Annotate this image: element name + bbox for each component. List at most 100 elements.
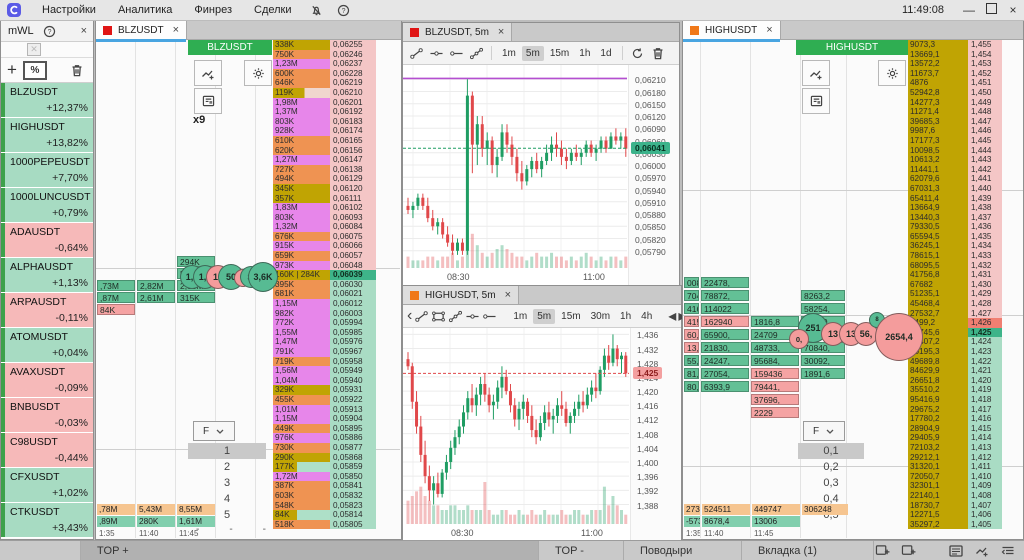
ladder-volume-cell[interactable]: 72103,2 [908,442,968,453]
ladder-price-cell[interactable]: 1,450 [968,87,1002,98]
ladder-price-cell[interactable]: 1,405 [968,519,1002,530]
ladder-price-cell[interactable]: 1,432 [968,260,1002,271]
ladder-price-cell[interactable]: 0,05832 [330,490,376,501]
filter-option[interactable]: 5 [223,509,231,521]
ladder-price-cell[interactable]: 0,06255 [330,40,376,50]
ladder-price-cell[interactable]: 0,05958 [330,356,376,367]
ladder-volume-cell[interactable]: 35510,2 [908,385,968,395]
watchlist-checkbox-icon[interactable]: ✕ [27,43,41,56]
notifications-muted-icon[interactable] [309,3,324,18]
ladder-volume-cell[interactable]: 455K [273,394,330,405]
filter-option[interactable]: 0,4 [823,493,839,505]
maximize-button[interactable] [980,3,1002,17]
horizontal-line-tool-icon[interactable] [465,308,480,324]
watchlist-help-icon[interactable]: ? [42,24,57,39]
ladder-price-cell[interactable]: 0,05841 [330,481,376,491]
ladder-price-cell[interactable]: 1,455 [968,40,1002,50]
ladder-price-cell[interactable]: 1,449 [968,97,1002,108]
ladder-volume-cell[interactable]: 610K [273,135,330,146]
watchlist-item[interactable]: ALPHAUSDT +1,13% [1,258,93,293]
ladder-volume-cell[interactable]: 1,56M [273,366,330,376]
ladder-volume-cell[interactable]: 730K [273,442,330,453]
chart1-canvas[interactable]: 0,06210 0,06180 0,06150 0,06120 0,06090 0,060… [403,65,679,286]
watchlist-item[interactable]: 1000PEPEUSDT +7,70% [1,153,93,188]
ladder-price-cell[interactable]: 1,422 [968,356,1002,367]
ladder-price-cell[interactable]: 1,417 [968,404,1002,415]
ladder-price-cell[interactable]: 1,425 [968,327,1002,338]
polyline-tool-icon[interactable] [467,45,485,61]
timeframe-button-5m[interactable]: 5m [533,308,556,324]
minimize-button[interactable]: — [963,3,975,17]
timeframe-button-30m[interactable]: 30m [590,310,611,322]
ladder-price-cell[interactable]: 1,429 [968,289,1002,300]
watchlist-item[interactable]: ARPAUSDT -0,11% [1,293,93,328]
ladder-volume-cell[interactable]: 1,83M [273,203,330,213]
filter-option[interactable]: 2 [223,461,231,473]
ladder-price-cell[interactable]: 0,05976 [330,337,376,347]
watchlist-close-icon[interactable]: × [80,25,87,37]
ladder-volume-cell[interactable]: 22745,6 [908,327,968,338]
ladder-price-cell[interactable]: 0,06075 [330,231,376,242]
ladder-volume-cell[interactable]: 1,15M [273,414,330,424]
ladder-volume-cell[interactable]: 84K [273,510,330,520]
ladder-price-cell[interactable]: 1,453 [968,59,1002,69]
ladder-price-cell[interactable]: 0,06039 [330,270,376,280]
dom-blz-tab[interactable]: BLZUSDT × [96,21,187,42]
ladder-price-cell[interactable]: 0,05886 [330,433,376,443]
ladder-volume-cell[interactable]: 11673,7 [908,68,968,79]
timeframe-button-1h[interactable]: 1h [620,310,632,322]
ladder-volume-cell[interactable]: 518K [273,519,330,530]
menu-finres[interactable]: Финрез [194,4,233,16]
ladder-volume-cell[interactable]: 973K [273,260,330,271]
ladder-volume-cell[interactable]: 449K [273,423,330,434]
ladder-price-cell[interactable]: 1,454 [968,49,1002,60]
ladder-volume-cell[interactable]: 39685,3 [908,116,968,127]
watchlist-item[interactable]: ATOMUSDT +0,04% [1,328,93,363]
ladder-price-cell[interactable]: 1,448 [968,107,1002,117]
dom-settings-button[interactable] [878,60,906,86]
ladder-price-cell[interactable]: 0,06138 [330,164,376,175]
ladder-price-cell[interactable]: 0,05877 [330,442,376,453]
ladder-price-cell[interactable]: 0,06066 [330,241,376,252]
watchlist-item[interactable]: AVAXUSDT -0,09% [1,363,93,398]
ladder-volume-cell[interactable]: 9073,3 [908,40,968,50]
dom-panel-button[interactable] [194,88,222,114]
ladder-price-cell[interactable]: 1,415 [968,423,1002,434]
timeframe-button-15m[interactable]: 15m [549,47,570,59]
ladder-price-cell[interactable]: 1,408 [968,490,1002,501]
dom-panel-button[interactable] [802,88,830,114]
ladder-volume-cell[interactable]: 976K [273,433,330,443]
ladder-volume-cell[interactable]: 40195,3 [908,347,968,357]
ladder-volume-cell[interactable]: 548K [273,500,330,511]
ladder-volume-cell[interactable]: 1,32M [273,222,330,232]
dom-blz-tab-close-icon[interactable]: × [172,24,179,36]
ladder-price-cell[interactable]: 0,06156 [330,145,376,156]
watchlist-item[interactable]: BNBUSDT -0,03% [1,398,93,433]
filter-option[interactable]: 0,3 [823,477,839,489]
ladder-volume-cell[interactable]: 9987,6 [908,126,968,136]
ladder-price-cell[interactable]: 0,06048 [330,260,376,271]
open-chart-button[interactable] [802,60,830,86]
list-view-icon[interactable] [948,543,964,559]
ladder-price-cell[interactable]: 1,439 [968,193,1002,204]
ladder-volume-cell[interactable]: 915K [273,241,330,252]
watchlist-item[interactable]: C98USDT -0,44% [1,433,93,468]
ladder-price-cell[interactable]: 0,05850 [330,471,376,482]
ladder-price-cell[interactable]: 0,05940 [330,375,376,386]
timeframe-button-1m[interactable]: 1m [502,47,516,59]
ladder-volume-cell[interactable]: 27407,2 [908,337,968,347]
ladder-price-cell[interactable]: 0,05814 [330,510,376,520]
ladder-volume-cell[interactable]: 67682 [908,279,968,290]
ladder-volume-cell[interactable]: 928K [273,126,330,136]
ladder-price-cell[interactable]: 0,05859 [330,462,376,472]
dom-blz-filter-dropdown[interactable]: F [193,421,235,441]
ladder-volume-cell[interactable]: 1,98M [273,97,330,108]
ladder-price-cell[interactable]: 0,06174 [330,126,376,136]
ladder-price-cell[interactable]: 0,06102 [330,203,376,213]
ladder-volume-cell[interactable]: 62079,6 [908,174,968,184]
ladder-volume-cell[interactable]: 41756,8 [908,270,968,280]
ladder-volume-cell[interactable]: 1,23M [273,59,330,69]
horizontal-line-tool-icon[interactable] [427,45,445,61]
ladder-volume-cell[interactable]: 750K [273,49,330,60]
ladder-price-cell[interactable]: 1,428 [968,299,1002,309]
